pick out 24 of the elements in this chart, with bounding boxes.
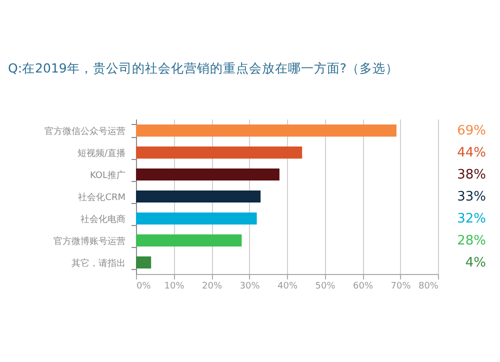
x-tick-label: 50% (315, 282, 336, 292)
y-tick-label: 其它，请指出 (72, 258, 126, 269)
data-label: 44% (457, 146, 486, 161)
data-label: 69% (457, 124, 486, 139)
x-tick-label: 0% (136, 282, 152, 292)
data-label: 28% (457, 233, 486, 248)
x-tick-label: 60% (352, 282, 374, 292)
y-tick-label: 官方微信公众号运营 (44, 126, 126, 138)
y-tick-label: 社会化电商 (80, 214, 126, 225)
y-tick-label: 社会化CRM (78, 192, 126, 203)
data-label: 33% (457, 190, 486, 204)
y-tick-label: 短视频/直播 (77, 148, 126, 160)
data-label: 4% (465, 255, 486, 270)
y-tick-label: KOL推广 (90, 170, 126, 182)
y-tick-label: 官方微博账号运营 (54, 236, 126, 247)
x-tick-label: 40% (277, 282, 298, 292)
x-tick-label: 20% (202, 282, 222, 292)
data-label: 38% (457, 168, 486, 183)
data-label: 32% (457, 211, 486, 226)
x-tick-label: 70% (390, 282, 412, 292)
x-tick-label: 80% (418, 282, 439, 292)
x-tick-label: 30% (240, 282, 260, 292)
chart-title: Q:在2019年，贵公司的社会化营销的重点会放在哪一方面?（多选） (8, 60, 398, 76)
x-tick-label: 10% (164, 282, 185, 292)
